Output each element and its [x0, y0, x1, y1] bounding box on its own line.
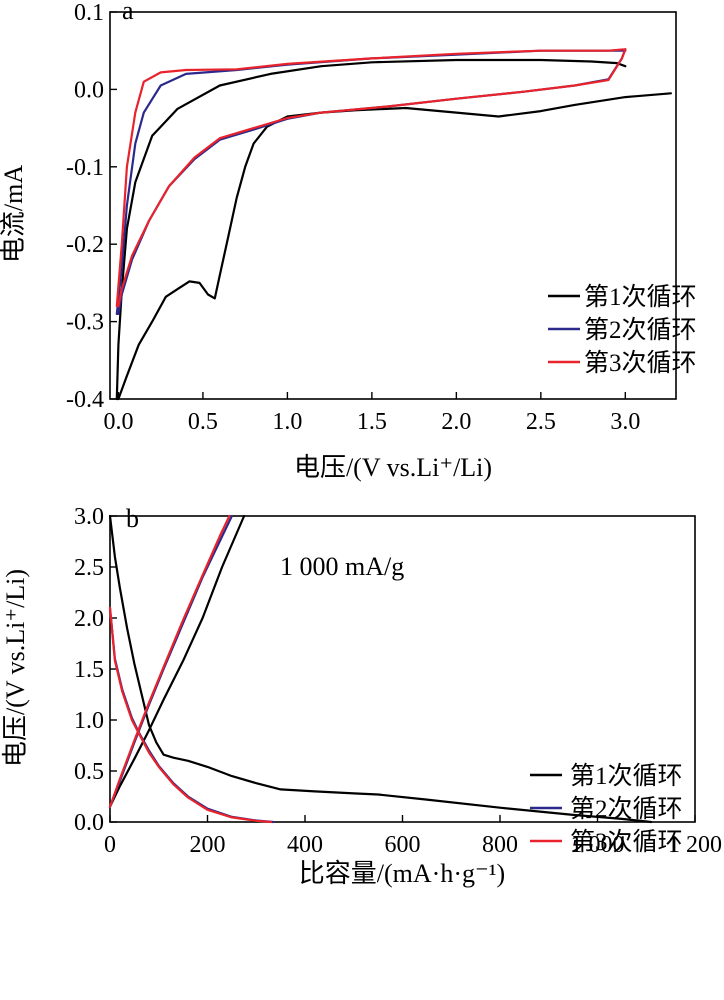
y-tick-label: 1.5: [74, 657, 104, 683]
x-tick-label: 0: [104, 832, 116, 858]
panel-b-rate-annotation: 1 000 mA/g: [280, 552, 404, 581]
panel-b-label: b: [126, 504, 139, 533]
panel-a-y-axis-title: 电流/mA: [0, 165, 28, 263]
x-tick-label: 2.0: [441, 409, 471, 435]
x-tick-label: 1.5: [357, 409, 387, 435]
y-tick-label: -0.3: [66, 310, 104, 336]
series-line-cycle-3: [108, 514, 272, 824]
x-tick-label: 0.5: [188, 409, 218, 435]
x-tick-label: 800: [482, 832, 518, 858]
x-tick-label: 400: [287, 832, 323, 858]
panel-a-plot-frame: [109, 11, 677, 400]
panel-a-series: [115, 48, 672, 401]
y-tick-label: -0.1: [66, 155, 104, 181]
panel-a-x-ticks: 0.0 0.5 1.0 1.5 2.0 2.5 3.0: [103, 392, 640, 435]
y-tick-label: 2.5: [74, 555, 104, 581]
series-line-cycle-1: [115, 58, 672, 401]
panel-a-y-ticks: 0.1 0.0 -0.1 -0.2 -0.3 -0.4: [66, 0, 117, 413]
x-tick-label: 200: [190, 832, 226, 858]
x-tick-label: 1 200: [668, 832, 722, 858]
y-tick-label: 0.5: [74, 759, 104, 785]
legend-label-cycle-1: 第1次循环: [584, 283, 697, 311]
legend-label-cycle-2: 第2次循环: [570, 795, 683, 823]
panel-b-x-ticks: 0 200 400 600 800 1 000 1 200: [104, 815, 722, 858]
series-line-cycle-3: [115, 48, 627, 308]
y-tick-label: 0.0: [74, 810, 104, 836]
y-tick-label: 0.0: [74, 77, 104, 103]
x-tick-label: 1 000: [571, 832, 625, 858]
y-tick-label: 1.0: [74, 708, 104, 734]
x-tick-label: 3.0: [610, 409, 640, 435]
panel-b-x-axis-title: 比容量/(mA·h·g⁻¹): [299, 859, 505, 888]
x-tick-label: 0.0: [103, 409, 133, 435]
y-tick-label: -0.2: [66, 232, 104, 258]
series-line-cycle-1: [108, 514, 653, 824]
panel-b-series: [108, 514, 653, 824]
panel-b-y-axis-title: 电压/(V vs.Li⁺/Li): [1, 569, 30, 767]
y-tick-label: 0.1: [74, 0, 104, 26]
x-tick-label: 600: [385, 832, 421, 858]
x-tick-label: 2.5: [526, 409, 556, 435]
panel-b-charge-discharge-chart: 0 200 400 600 800 1 000 1 200 3.0 2.5 2.0 1.5 1.0 0…: [1, 504, 722, 888]
legend-label-cycle-3: 第3次循环: [570, 828, 683, 856]
legend-label-cycle-3: 第3次循环: [584, 349, 697, 377]
panel-a-cv-chart: 0.0 0.5 1.0 1.5 2.0 2.5 3.0 0.1 0.0 -0.1 -0.2 -0.3…: [0, 0, 697, 482]
y-tick-label: 2.0: [74, 606, 104, 632]
panel-b-y-ticks: 3.0 2.5 2.0 1.5 1.0 0.5 0.0: [74, 504, 117, 836]
panel-a-x-axis-title: 电压/(V vs.Li⁺/Li): [294, 453, 492, 482]
y-tick-label: -0.4: [66, 387, 104, 413]
legend-label-cycle-1: 第1次循环: [570, 762, 683, 790]
legend-label-cycle-2: 第2次循环: [584, 316, 697, 344]
x-tick-label: 1.0: [272, 409, 302, 435]
panel-a-label: a: [122, 0, 134, 25]
y-tick-label: 3.0: [74, 504, 104, 530]
